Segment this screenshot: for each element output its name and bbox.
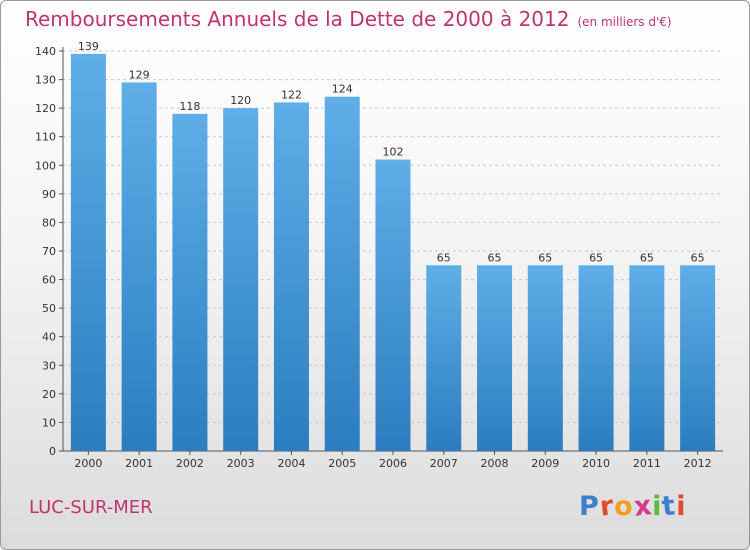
data-label: 102: [383, 146, 404, 159]
logo-letter: i: [652, 491, 663, 522]
y-tick-label: 30: [42, 359, 56, 372]
data-label: 122: [281, 88, 302, 101]
y-tick-label: 90: [42, 188, 56, 201]
data-label: 65: [488, 251, 502, 264]
labels: 0 10 20 30 40 50 60 70 80 90 100 110 120 130 140 139 200…: [35, 40, 712, 470]
logo-letter: r: [598, 490, 616, 523]
y-tick-label: 20: [42, 388, 56, 401]
bar: [578, 265, 614, 451]
data-label: 65: [437, 251, 451, 264]
title-unit: (en milliers d'€): [577, 15, 672, 29]
x-tick-label: 2003: [227, 457, 255, 470]
x-tick-label: 2004: [277, 457, 305, 470]
proxiti-logo[interactable]: Proxiti: [579, 490, 687, 523]
bars: [70, 53, 716, 452]
bar: [375, 159, 411, 452]
x-tick-label: 2011: [633, 457, 661, 470]
logo-letter: P: [579, 491, 600, 522]
bar: [324, 96, 360, 451]
y-tick-label: 80: [42, 216, 56, 229]
y-tick-label: 60: [42, 274, 56, 287]
bar: [680, 265, 716, 451]
data-label: 65: [589, 251, 603, 264]
x-tick-label: 2007: [430, 457, 458, 470]
x-tick-label: 2012: [684, 457, 712, 470]
x-tick-label: 2008: [481, 457, 509, 470]
y-tick-label: 120: [35, 102, 56, 115]
y-tick-label: 130: [35, 74, 56, 87]
data-label: 65: [691, 251, 705, 264]
x-tick-label: 2000: [74, 457, 102, 470]
logo-letter: x: [632, 490, 654, 523]
data-label: 65: [538, 251, 552, 264]
bar: [527, 265, 563, 451]
bar: [172, 113, 208, 451]
logo-letter: o: [614, 491, 634, 522]
y-tick-label: 50: [42, 302, 56, 315]
x-tick-label: 2005: [328, 457, 356, 470]
bar: [477, 265, 513, 451]
bar: [629, 265, 665, 451]
data-label: 65: [640, 251, 654, 264]
y-tick-label: 70: [42, 245, 56, 258]
y-tick-label: 0: [49, 445, 56, 458]
data-label: 120: [230, 94, 251, 107]
chart-title: Remboursements Annuels de la Dette de 20…: [25, 7, 672, 31]
bar: [223, 108, 259, 452]
x-tick-label: 2006: [379, 457, 407, 470]
y-tick-label: 10: [42, 416, 56, 429]
x-tick-label: 2002: [176, 457, 204, 470]
data-label: 139: [78, 40, 99, 53]
data-label: 124: [332, 83, 353, 96]
bar: [273, 102, 309, 451]
x-tick-label: 2009: [531, 457, 559, 470]
logo-letter: i: [676, 491, 687, 522]
bar: [426, 265, 462, 451]
y-tick-label: 40: [42, 331, 56, 344]
y-tick-label: 140: [35, 45, 56, 58]
y-tick-label: 110: [35, 131, 56, 144]
y-tick-label: 100: [35, 159, 56, 172]
x-tick-label: 2010: [582, 457, 610, 470]
bar: [70, 53, 106, 451]
bar: [121, 82, 157, 451]
x-tick-label: 2001: [125, 457, 153, 470]
data-label: 118: [179, 100, 200, 113]
city-name: LUC-SUR-MER: [29, 497, 153, 518]
data-label: 129: [129, 68, 150, 81]
title-text: Remboursements Annuels de la Dette de 20…: [25, 7, 570, 31]
